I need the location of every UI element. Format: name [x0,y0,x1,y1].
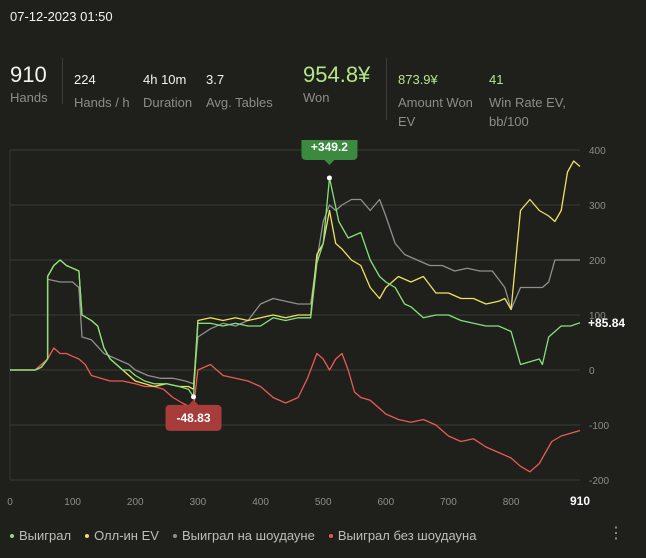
series-line-showdown [10,198,580,385]
stat-divider [62,58,63,104]
more-options-icon[interactable]: ⋮ [608,525,624,542]
stat-hands-per-hour: 224 Hands / h [74,72,130,112]
stat-value: 954.8¥ [303,62,371,87]
y-tick-label: -100 [589,421,609,432]
y-tick-label: 300 [589,201,606,212]
stat-label: Win Rate EV, bb/100 [489,95,566,129]
x-end-label: 910 [570,494,590,508]
x-tick-label: 0 [7,497,13,508]
annotation-label: +349.2 [311,140,348,154]
stat-won: 954.8¥ Won [303,64,370,107]
stat-label: Hands [10,90,48,105]
end-value-label: +85.84 [588,316,625,330]
y-tick-label: 200 [589,256,606,267]
stat-value: 3.7 [206,72,225,87]
stat-amount-won-ev: 873.9¥ Amount Won EV [398,72,473,131]
legend-dot [85,533,90,538]
stat-divider [386,58,387,120]
x-tick-label: 100 [64,497,81,508]
legend-label: Выиграл на шоудауне [181,528,315,543]
series-line-won [10,177,581,398]
stat-value: 873.9¥ [398,72,438,87]
x-tick-label: 500 [315,497,332,508]
legend-dot [10,533,14,538]
stat-duration: 4h 10m Duration [143,72,192,112]
annotation-point [326,175,332,181]
y-tick-label: 400 [589,146,606,157]
x-tick-label: 700 [440,497,457,508]
stat-label: Avg. Tables [206,95,273,110]
legend-item-won[interactable]: Выиграл [10,528,71,543]
stat-value: 41 [489,72,504,87]
annotation-badge [165,404,222,431]
session-title: 07-12-2023 01:50 [10,9,113,24]
legend-label: Выиграл без шоудауна [337,528,477,543]
legend-label: Олл-ин EV [94,528,159,543]
stat-label: Hands / h [74,95,130,110]
stat-value: 224 [74,72,96,87]
stat-label: Duration [143,95,193,110]
legend-dot [328,533,333,538]
x-tick-label: 400 [252,497,269,508]
legend-item-showdown[interactable]: Выиграл на шоудауне [172,528,315,543]
stat-value: 4h 10m [143,72,187,87]
stat-label: Won [303,90,330,105]
x-tick-label: 200 [127,497,144,508]
annotation-label: -48.83 [177,411,211,425]
x-tick-label: 800 [503,497,520,508]
stat-hands: 910 Hands [10,64,48,107]
stat-avg-tables: 3.7 Avg. Tables [206,72,273,112]
annotation-pointer [324,159,335,165]
legend-item-nonshowdown[interactable]: Выиграл без шоудауна [328,528,477,543]
annotation-badge [301,140,358,160]
chart-legend: Выиграл Олл-ин EV Выиграл на шоудауне Вы… [10,528,476,543]
series-line-allin_ev [10,160,581,390]
y-tick-label: 0 [589,366,595,377]
y-tick-label: 100 [589,311,606,322]
stat-win-rate-ev: 41 Win Rate EV, bb/100 [489,72,566,131]
series-line-nonshowdown [10,347,581,473]
x-tick-label: 300 [190,497,207,508]
profit-chart: 400 300 200 100 0 -100 -200 0 100 200 300 400 500 600… [7,140,625,508]
y-tick-label: -200 [589,476,609,487]
legend-label: Выиграл [19,528,72,543]
legend-item-allin-ev[interactable]: Олл-ин EV [85,528,159,543]
annotation-pointer [188,399,199,405]
x-tick-label: 600 [377,497,394,508]
legend-dot [172,533,177,538]
stat-label: Amount Won EV [398,95,473,129]
annotation-point [191,394,197,400]
stat-value: 910 [10,62,47,87]
